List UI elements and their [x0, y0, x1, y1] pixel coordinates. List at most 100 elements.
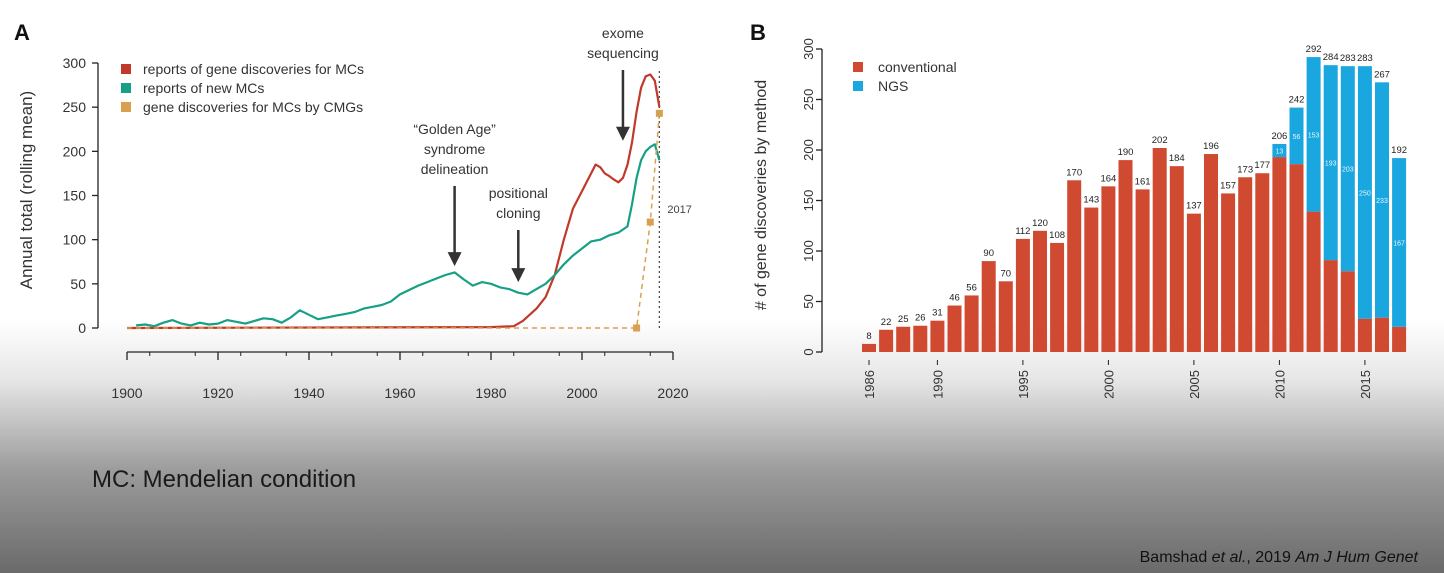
annotation-text: “Golden Age”	[413, 121, 496, 137]
bar-ngs	[1306, 57, 1321, 212]
y-tick-label-b: 200	[801, 139, 816, 161]
bar-conventional	[1272, 157, 1287, 352]
bar-conventional	[1323, 260, 1338, 352]
bar-conventional	[1306, 211, 1321, 352]
bar-total-label: 90	[983, 248, 994, 259]
bar-ngs	[1289, 107, 1304, 165]
series-line-2	[127, 113, 661, 329]
bar-total-label: 70	[1001, 268, 1012, 279]
bar-total-label: 46	[949, 293, 960, 304]
bar-total-label: 164	[1100, 173, 1116, 184]
x-tick-label-a: 1940	[293, 385, 324, 401]
y-tick-label-b: 300	[801, 38, 816, 60]
annotation-text: delineation	[421, 161, 489, 177]
bar-conventional	[913, 325, 928, 352]
bar-ngs-label: 203	[1342, 167, 1354, 174]
citation-authors: Bamshad	[1139, 549, 1208, 566]
bar-conventional	[981, 261, 996, 352]
bar-conventional	[1375, 317, 1389, 352]
bar-total-label: 170	[1066, 167, 1082, 178]
legend-label-b-0: conventional	[878, 59, 957, 75]
x-tick-label-a: 1980	[475, 385, 506, 401]
bar-conventional	[1067, 180, 1082, 352]
bar-conventional	[1357, 318, 1372, 352]
bar-conventional	[1255, 173, 1270, 352]
annotation-text: exome	[602, 25, 644, 41]
chart-b: 0 50 100 150 200 250 300 # of gene discoveries …	[753, 38, 1407, 399]
y-axis-title-b: # of gene discoveries by method	[753, 80, 770, 310]
series-line-1	[135, 143, 661, 328]
bar-conventional	[1135, 189, 1150, 352]
bar-total-label: 108	[1049, 230, 1065, 241]
bar-total-label: 26	[915, 313, 926, 324]
annotation-text: syndrome	[424, 141, 486, 157]
x-tick-label-b: 1990	[930, 370, 945, 399]
legend-swatch-b-0	[853, 62, 863, 72]
bar-conventional	[964, 295, 979, 352]
bar-ngs	[1375, 82, 1389, 318]
legend-swatch-b-1	[853, 81, 863, 91]
x-tick-label-a: 2020	[657, 385, 688, 401]
x-tick-label-a: 1900	[111, 385, 142, 401]
bar-total-label: 161	[1135, 176, 1151, 187]
legend-label-0: reports of gene discoveries for MCs	[143, 61, 364, 77]
bar-conventional	[1084, 207, 1099, 352]
bar-conventional	[1118, 160, 1133, 352]
bar-ngs-label: 233	[1376, 198, 1388, 205]
bar-total-label: 292	[1306, 44, 1322, 55]
bar-total-label: 202	[1152, 135, 1168, 146]
bar-ngs	[1357, 66, 1372, 319]
y-tick-label-a: 150	[63, 188, 87, 204]
cmg-marker	[646, 218, 654, 226]
panel-b-label: B	[750, 20, 766, 45]
bar-total-label: 283	[1340, 53, 1356, 64]
bar-conventional	[1221, 193, 1236, 352]
x-tick-label-b: 2005	[1187, 370, 1202, 399]
bar-conventional	[1152, 147, 1167, 352]
bar-ngs-label: 13	[1276, 149, 1284, 156]
bar-total-label: 242	[1289, 95, 1305, 106]
bar-total-label: 112	[1015, 226, 1030, 237]
x-tick-label-b: 2010	[1272, 370, 1287, 399]
bar-ngs-label: 56	[1293, 134, 1301, 141]
bar-conventional	[1015, 238, 1030, 352]
bar-total-label: 137	[1186, 201, 1202, 212]
citation-etal: et al.	[1211, 549, 1247, 566]
bar-conventional	[1050, 242, 1065, 352]
bar-conventional	[930, 320, 945, 352]
bar-ngs	[1340, 66, 1355, 272]
citation-journal: Am J Hum Genet	[1295, 549, 1418, 566]
bar-total-label: 120	[1032, 218, 1048, 229]
bar-conventional	[1204, 154, 1218, 352]
bar-total-label: 31	[932, 308, 943, 319]
legend-swatch-0	[121, 64, 131, 74]
legend-label-1: reports of new MCs	[143, 80, 264, 96]
y-tick-label-a: 50	[70, 276, 86, 292]
x-tick-label-b: 2000	[1101, 370, 1116, 399]
legend-label-b-1: NGS	[878, 78, 908, 94]
bar-total-label: 143	[1083, 195, 1099, 206]
y-tick-label-b: 0	[801, 348, 816, 355]
citation: Bamshad et al., 2019 Am J Hum Genet	[1140, 549, 1418, 567]
bar-total-label: 206	[1271, 131, 1287, 142]
bar-conventional	[896, 326, 911, 352]
bar-total-label: 56	[966, 282, 977, 293]
bar-conventional	[1186, 213, 1201, 352]
bar-total-label: 283	[1357, 53, 1373, 64]
bar-total-label: 157	[1220, 180, 1236, 191]
bar-conventional	[1289, 164, 1304, 352]
bar-total-label: 192	[1391, 145, 1407, 156]
bar-total-label: 22	[881, 317, 892, 328]
panel-b: B 0 50 100 150 200 250 300 # of gene discoverie…	[720, 0, 1444, 420]
y-tick-label-a: 200	[63, 143, 87, 159]
bar-total-label: 190	[1118, 147, 1134, 158]
footnote: MC: Mendelian condition	[92, 466, 357, 493]
annotation-text: positional	[489, 185, 548, 201]
bar-ngs	[1323, 65, 1338, 261]
bar-conventional	[998, 281, 1013, 352]
legend-swatch-1	[121, 83, 131, 93]
bar-total-label: 267	[1374, 69, 1390, 80]
annotation-arrow-head	[615, 126, 630, 141]
bar-total-label: 284	[1323, 52, 1339, 63]
y-tick-label-b: 50	[801, 294, 816, 308]
